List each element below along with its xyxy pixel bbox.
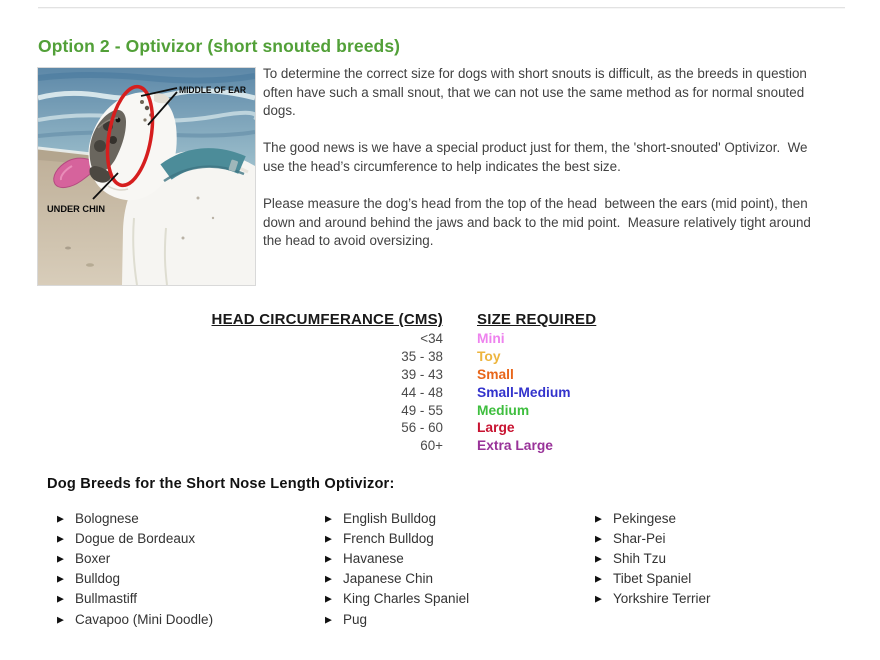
list-item: ▶ Bulldog <box>57 569 325 589</box>
size-table-row: 44 - 48 Small-Medium <box>200 385 596 403</box>
list-item: ▶ Pug <box>325 609 595 629</box>
size-table-row: 39 - 43 Small <box>200 367 596 385</box>
size-table-row: 60+ Extra Large <box>200 438 596 456</box>
dog-tongue <box>53 157 99 189</box>
triangle-bullet-icon: ▶ <box>325 513 332 524</box>
size-table-header: HEAD CIRCUMFERANCE (CMS) SIZE REQUIRED <box>200 311 597 328</box>
head-circumference-header: HEAD CIRCUMFERANCE (CMS) <box>211 311 443 328</box>
breed-label: Shar-Pei <box>613 530 666 546</box>
list-item: ▶ Japanese Chin <box>325 569 595 589</box>
breed-label: Yorkshire Terrier <box>613 591 711 607</box>
triangle-bullet-icon: ▶ <box>57 573 64 584</box>
size-required-value: Toy <box>477 348 501 364</box>
list-item: ▶ Bolognese <box>57 508 325 528</box>
top-divider <box>38 7 845 9</box>
size-table-row: <34 Mini <box>200 331 596 349</box>
paragraph: To determine the correct size for dogs w… <box>263 66 811 119</box>
triangle-bullet-icon: ▶ <box>595 593 602 604</box>
triangle-bullet-icon: ▶ <box>57 593 64 604</box>
paragraph: Please measure the dog’s head from the t… <box>263 195 815 249</box>
breed-label: Pug <box>343 611 368 627</box>
head-circumference-value: 56 - 60 <box>401 420 443 436</box>
measurement-line <box>105 84 155 188</box>
breed-label: Bulldog <box>75 571 121 587</box>
dog-eye <box>115 117 121 123</box>
list-item: ▶ Bullmastiff <box>57 589 325 609</box>
middle-of-ear-label: MIDDLE OF EAR <box>179 85 246 95</box>
size-table-row: 35 - 38 Toy <box>200 349 596 367</box>
list-item: ▶ Shih Tzu <box>595 548 835 568</box>
collar-buckle <box>228 159 238 172</box>
triangle-bullet-icon: ▶ <box>325 593 332 604</box>
triangle-bullet-icon: ▶ <box>595 573 602 584</box>
breeds-column-3: ▶ Pekingese ▶ Shar-Pei ▶ Shih Tzu ▶ Tibe… <box>595 508 835 629</box>
head-circumference-value: 35 - 38 <box>401 348 443 364</box>
size-required-value: Medium <box>477 402 530 418</box>
list-item: ▶ French Bulldog <box>325 528 595 548</box>
triangle-bullet-icon: ▶ <box>57 513 64 524</box>
list-item: ▶ Boxer <box>57 548 325 568</box>
page-title: Option 2 - Optivizor (short snouted bree… <box>38 36 401 56</box>
breed-label: Pekingese <box>613 510 677 526</box>
intro-paragraphs: To determine the correct size for dogs w… <box>263 65 830 269</box>
list-item: ▶ Cavapoo (Mini Doodle) <box>57 609 325 629</box>
breed-label: King Charles Spaniel <box>343 591 470 607</box>
size-table: HEAD CIRCUMFERANCE (CMS) SIZE REQUIRED <… <box>200 311 597 456</box>
breed-label: Dogue de Bordeaux <box>75 530 196 546</box>
under-chin-label: UNDER CHIN <box>47 204 105 215</box>
breeds-column-1: ▶ Bolognese ▶ Dogue de Bordeaux ▶ Boxer … <box>57 508 325 629</box>
breed-label: Bullmastiff <box>75 591 138 607</box>
list-item: ▶ Dogue de Bordeaux <box>57 528 325 548</box>
size-table-row: 49 - 55 Medium <box>200 403 596 421</box>
breed-label: Tibet Spaniel <box>613 571 692 587</box>
triangle-bullet-icon: ▶ <box>325 573 332 584</box>
size-required-header: SIZE REQUIRED <box>477 311 597 328</box>
breed-label: Shih Tzu <box>613 550 667 566</box>
triangle-bullet-icon: ▶ <box>325 533 332 544</box>
pointer-line <box>92 172 119 200</box>
triangle-bullet-icon: ▶ <box>57 533 64 544</box>
head-circumference-value: 60+ <box>420 438 443 454</box>
breed-label: French Bulldog <box>343 530 434 546</box>
breed-label: Bolognese <box>75 510 139 526</box>
list-item: ▶ English Bulldog <box>325 508 595 528</box>
list-item: ▶ Havanese <box>325 548 595 568</box>
list-item: ▶ Pekingese <box>595 508 835 528</box>
head-circumference-value: 44 - 48 <box>401 384 443 400</box>
size-required-value: Extra Large <box>477 438 553 454</box>
head-circumference-value: <34 <box>420 331 443 346</box>
breed-label: English Bulldog <box>343 510 437 526</box>
triangle-bullet-icon: ▶ <box>595 513 602 524</box>
dog-measurement-photo: MIDDLE OF EAR UNDER CHIN <box>37 67 256 286</box>
breeds-list: ▶ Bolognese ▶ Dogue de Bordeaux ▶ Boxer … <box>57 508 835 629</box>
size-required-value: Mini <box>477 331 505 346</box>
breeds-section-title: Dog Breeds for the Short Nose Length Opt… <box>47 476 395 492</box>
size-required-value: Small <box>477 366 514 382</box>
size-required-value: Large <box>477 420 515 436</box>
pointer-line <box>140 87 178 97</box>
breed-label: Japanese Chin <box>343 571 434 587</box>
head-circumference-value: 39 - 43 <box>401 366 443 382</box>
breed-label: Cavapoo (Mini Doodle) <box>75 611 214 627</box>
triangle-bullet-icon: ▶ <box>595 553 602 564</box>
list-item: ▶ Yorkshire Terrier <box>595 589 835 609</box>
triangle-bullet-icon: ▶ <box>325 553 332 564</box>
size-table-row: 56 - 60 Large <box>200 420 596 438</box>
dog-photo-illustration: MIDDLE OF EAR UNDER CHIN <box>38 68 255 285</box>
size-required-value: Small-Medium <box>477 384 571 400</box>
list-item: ▶ Shar-Pei <box>595 528 835 548</box>
triangle-bullet-icon: ▶ <box>595 533 602 544</box>
list-item: ▶ King Charles Spaniel <box>325 589 595 609</box>
breeds-column-2: ▶ English Bulldog ▶ French Bulldog ▶ Hav… <box>325 508 595 629</box>
pointer-line <box>147 91 178 126</box>
triangle-bullet-icon: ▶ <box>57 553 64 564</box>
list-item: ▶ Tibet Spaniel <box>595 569 835 589</box>
breed-label: Boxer <box>75 550 111 566</box>
triangle-bullet-icon: ▶ <box>57 614 64 625</box>
paragraph: The good news is we have a special produ… <box>263 140 812 174</box>
breed-label: Havanese <box>343 550 404 566</box>
triangle-bullet-icon: ▶ <box>325 614 332 625</box>
head-circumference-value: 49 - 55 <box>401 402 443 418</box>
